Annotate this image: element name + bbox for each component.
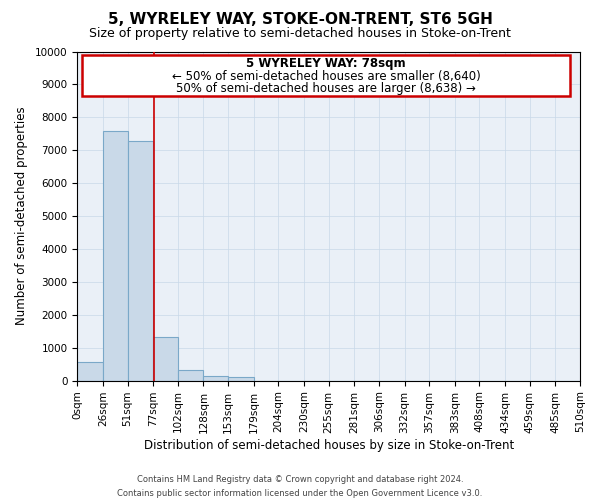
Bar <box>153 336 178 380</box>
Bar <box>203 376 228 380</box>
Bar <box>228 378 254 380</box>
Text: Size of property relative to semi-detached houses in Stoke-on-Trent: Size of property relative to semi-detach… <box>89 28 511 40</box>
Bar <box>103 130 128 380</box>
Text: 5, WYRELEY WAY, STOKE-ON-TRENT, ST6 5GH: 5, WYRELEY WAY, STOKE-ON-TRENT, ST6 5GH <box>107 12 493 28</box>
Text: Contains HM Land Registry data © Crown copyright and database right 2024.
Contai: Contains HM Land Registry data © Crown c… <box>118 476 482 498</box>
X-axis label: Distribution of semi-detached houses by size in Stoke-on-Trent: Distribution of semi-detached houses by … <box>143 440 514 452</box>
Bar <box>128 141 153 380</box>
Text: 5 WYRELEY WAY: 78sqm: 5 WYRELEY WAY: 78sqm <box>247 58 406 70</box>
Bar <box>178 370 203 380</box>
Bar <box>77 362 103 380</box>
FancyBboxPatch shape <box>82 55 570 96</box>
Y-axis label: Number of semi-detached properties: Number of semi-detached properties <box>15 107 28 326</box>
Text: ← 50% of semi-detached houses are smaller (8,640): ← 50% of semi-detached houses are smalle… <box>172 70 481 82</box>
Text: 50% of semi-detached houses are larger (8,638) →: 50% of semi-detached houses are larger (… <box>176 82 476 95</box>
